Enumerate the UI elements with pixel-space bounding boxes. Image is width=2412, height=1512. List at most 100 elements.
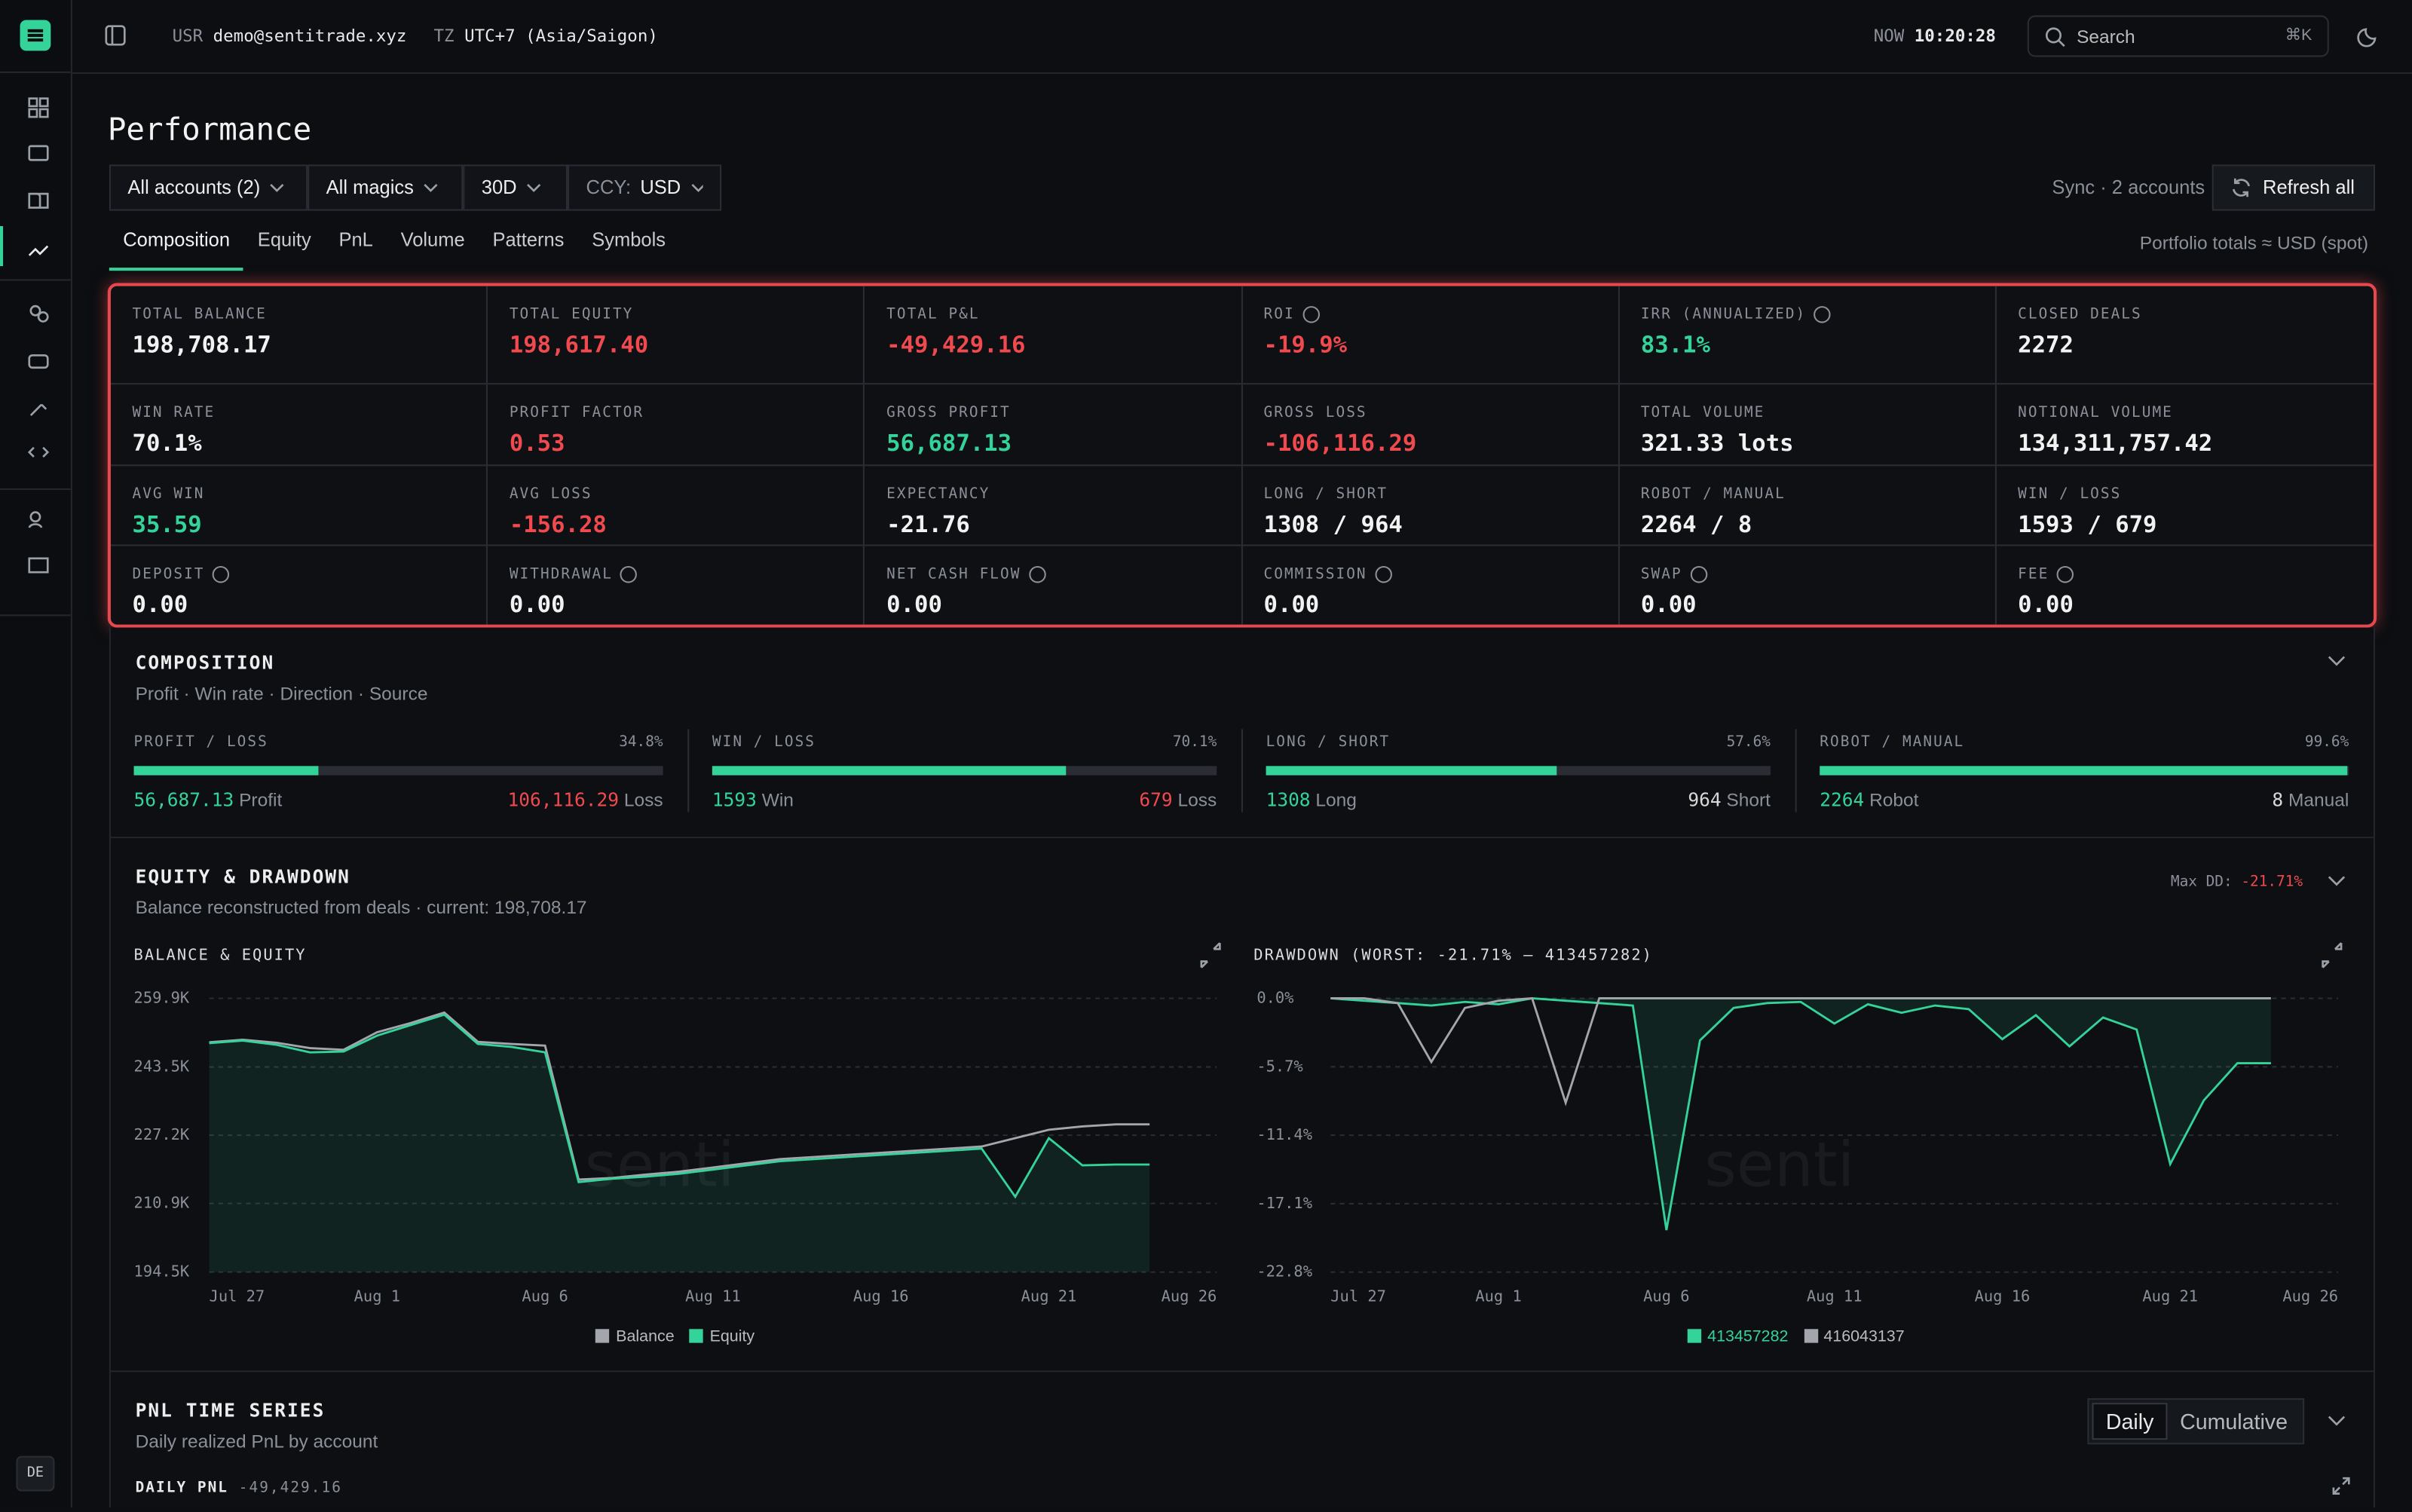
- user-info: USR demo@sentitrade.xyz: [173, 26, 407, 47]
- kpi-cell: WIN / LOSS 1593 / 679: [1996, 466, 2374, 546]
- kpi-label: ROBOT / MANUAL: [1640, 485, 1786, 503]
- kpi-label-row: WITHDRAWAL: [510, 566, 842, 583]
- right-value: 106,116.29: [507, 788, 620, 811]
- refresh-button[interactable]: Refresh all: [2212, 164, 2375, 211]
- tab[interactable]: Symbols: [592, 229, 666, 251]
- expand[interactable]: [2332, 1477, 2350, 1495]
- legend-item[interactable]: Balance: [595, 1327, 675, 1346]
- filter-period[interactable]: 30D: [463, 164, 568, 211]
- bar-left: 1593 Win: [712, 789, 794, 811]
- kpi-value: 56,687.13: [886, 429, 1012, 458]
- user-badge[interactable]: DE: [26, 1465, 44, 1482]
- kpi-cell: AVG WIN 35.59: [110, 466, 488, 546]
- kpi-label: TOTAL P&L: [886, 306, 980, 323]
- kpi-label-row: TOTAL BALANCE: [133, 306, 465, 323]
- search-icon: [2045, 27, 2065, 47]
- kpi-cell: SWAP 0.00: [1619, 546, 1997, 625]
- kpi-label-row: IRR (ANNUALIZED): [1641, 306, 1973, 323]
- kpi-value: -49,429.16: [886, 330, 1026, 359]
- clock: NOW 10:20:28: [1874, 26, 1996, 47]
- kpi-value: 35.59: [132, 510, 202, 539]
- collapse[interactable]: [2328, 875, 2346, 887]
- kpi-label: WIN / LOSS: [2018, 485, 2122, 503]
- tab[interactable]: Composition: [109, 225, 244, 271]
- timezone-info: TZ UTC+7 (Asia/Saigon): [434, 26, 658, 47]
- right-value: 8: [2272, 788, 2284, 811]
- collapse[interactable]: [2328, 1416, 2346, 1428]
- kpi-value: -156.28: [509, 510, 607, 539]
- kpi-label-row: ROI: [1264, 306, 1596, 323]
- legend-label: 416043137: [1823, 1327, 1905, 1346]
- kpi-cell: IRR (ANNUALIZED) 83.1%: [1619, 286, 1997, 385]
- kpi-label-row: WIN / LOSS: [2018, 486, 2352, 503]
- kpi-cell: AVG LOSS -156.28: [488, 466, 865, 546]
- left-value: 2264: [1820, 788, 1865, 811]
- kpi-label: EXPECTANCY: [886, 485, 990, 503]
- legend-swatch: [1803, 1329, 1818, 1343]
- mode-option[interactable]: Daily: [2092, 1403, 2168, 1440]
- search-box[interactable]: Search ⌘K: [2027, 15, 2329, 57]
- kpi-value: 0.00: [1263, 590, 1320, 619]
- left-value: 1593: [712, 788, 757, 811]
- tab[interactable]: Volume: [400, 229, 465, 251]
- info-icon: [2056, 566, 2074, 583]
- tab[interactable]: Patterns: [492, 229, 565, 251]
- filter-magics[interactable]: All magics: [308, 164, 464, 211]
- kpi-value: 0.53: [509, 429, 565, 458]
- topbar: USR demo@sentitrade.xyz TZ UTC+7 (Asia/S…: [72, 0, 2412, 74]
- kpi-label-row: FEE: [2018, 566, 2352, 583]
- tab[interactable]: Equity: [257, 229, 311, 251]
- nav-icons[interactable]: [27, 97, 50, 574]
- time: 10:20:28: [1914, 26, 1996, 47]
- watermark: senti: [584, 1130, 735, 1201]
- bar-fill: [133, 766, 318, 776]
- chart-label: DAILY PNL -49,429.16: [136, 1480, 342, 1496]
- bar-right: 8 Manual: [2272, 789, 2349, 811]
- sidebar: DE: [0, 0, 72, 1507]
- legend-item[interactable]: 413457282: [1687, 1327, 1788, 1346]
- label: USR: [172, 26, 204, 47]
- bar-percent: 57.6%: [1726, 733, 1771, 751]
- composition-bar: ROBOT / MANUAL 99.6% 2264 Robot 8 Manual: [1820, 729, 2349, 815]
- right-text: Loss: [623, 788, 663, 811]
- theme-toggle[interactable]: [2357, 23, 2382, 48]
- kpi-label: TOTAL EQUITY: [509, 306, 634, 323]
- toggle-sidebar[interactable]: [105, 25, 127, 47]
- legend-item[interactable]: Equity: [690, 1327, 755, 1346]
- legend-label: Balance: [616, 1327, 675, 1346]
- bar-track: [712, 766, 1217, 776]
- kpi-label-row: TOTAL EQUITY: [510, 306, 842, 323]
- right-value: 964: [1688, 788, 1722, 811]
- collapse[interactable]: [2328, 655, 2346, 667]
- sync-status: Sync · 2 accounts: [2052, 176, 2205, 199]
- kpi-label-row: LONG / SHORT: [1264, 486, 1596, 503]
- bar-label: LONG / SHORT: [1266, 733, 1391, 751]
- composition-bar: WIN / LOSS 70.1% 1593 Win 679 Loss: [712, 729, 1217, 815]
- tabs-note: Portfolio totals ≈ USD (spot): [2139, 232, 2369, 254]
- right-text: Short: [1726, 788, 1771, 811]
- tab[interactable]: PnL: [338, 229, 373, 251]
- kpi-label: AVG WIN: [132, 485, 205, 503]
- equity-panel: EQUITY & DRAWDOWN Balance reconstructed …: [109, 838, 2375, 1373]
- kpi-cell: WITHDRAWAL 0.00: [488, 546, 865, 625]
- right-text: Loss: [1177, 788, 1217, 811]
- kpi-value: 198,708.17: [132, 330, 271, 359]
- kpi-cell: TOTAL BALANCE 198,708.17: [110, 286, 488, 385]
- bar-right: 106,116.29 Loss: [508, 789, 663, 811]
- kpi-label: ROI: [1263, 306, 1295, 323]
- divider: [1241, 729, 1243, 813]
- bar-percent: 99.6%: [2304, 733, 2349, 751]
- filter-currency[interactable]: CCY: USD: [568, 164, 722, 211]
- mode-option[interactable]: Cumulative: [2180, 1409, 2288, 1434]
- filter-label: All magics: [326, 176, 414, 199]
- kpi-label: DEPOSIT: [132, 566, 205, 583]
- kpi-cell: EXPECTANCY -21.76: [865, 466, 1242, 546]
- left-text: Win: [761, 788, 794, 811]
- filter-accounts[interactable]: All accounts (2): [109, 164, 308, 211]
- legend-swatch: [595, 1329, 611, 1343]
- legend-item[interactable]: 416043137: [1803, 1327, 1905, 1346]
- shortcut: ⌘K: [2285, 26, 2313, 45]
- kpi-label-row: SWAP: [1641, 566, 1973, 583]
- kpi-label-row: DEPOSIT: [133, 566, 465, 583]
